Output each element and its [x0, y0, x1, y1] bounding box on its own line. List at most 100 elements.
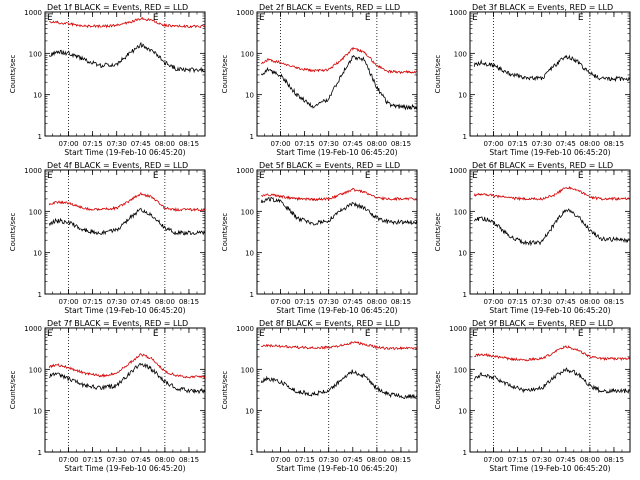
- plot-frame: [469, 11, 631, 137]
- y-tick-label: 10: [458, 250, 467, 258]
- x-axis-label: Start Time (19-Feb-10 06:45:20): [276, 148, 397, 157]
- e-marker-right: E: [153, 171, 159, 181]
- y-tick-label: 1000: [449, 9, 467, 17]
- x-tick-label: 08:15: [604, 298, 624, 306]
- y-tick-label: 100: [241, 366, 254, 374]
- e-marker-right: E: [578, 329, 584, 339]
- series-events-line: [48, 207, 205, 236]
- y-tick-label: 10: [33, 250, 42, 258]
- series-events-line: [260, 54, 417, 111]
- x-tick-label: 07:00: [270, 456, 290, 464]
- series-lld-line: [260, 47, 417, 75]
- x-tick-label: 07:00: [58, 456, 78, 464]
- x-tick-label: 07:45: [131, 456, 151, 464]
- series-lld-line: [260, 341, 417, 351]
- x-tick-label: 07:45: [556, 140, 576, 148]
- e-marker-left: E: [472, 329, 478, 339]
- detector-panel-4: Det 4f BLACK = Events, RED = LLD 1 10 100 10…: [9, 161, 206, 315]
- e-marker-left: E: [47, 171, 53, 181]
- x-tick-label: 08:15: [179, 298, 199, 306]
- x-axis-label: Start Time (19-Feb-10 06:45:20): [276, 306, 397, 315]
- y-tick-label: 100: [241, 208, 254, 216]
- panel-title: Det 9f BLACK = Events, RED = LLD: [472, 319, 613, 328]
- panel-title: Det 8f BLACK = Events, RED = LLD: [259, 319, 400, 328]
- series-lld-line: [49, 17, 205, 29]
- y-tick-label: 1: [463, 291, 467, 299]
- panel-title: Det 5f BLACK = Events, RED = LLD: [259, 161, 400, 170]
- y-tick-label: 100: [454, 208, 467, 216]
- x-axis-label: Start Time (19-Feb-10 06:45:20): [64, 148, 185, 157]
- x-tick-label: 07:00: [483, 456, 503, 464]
- x-tick-label: 07:15: [295, 140, 315, 148]
- e-marker-right: E: [365, 329, 371, 339]
- series-lld-line: [48, 353, 205, 379]
- x-tick-label: 07:45: [131, 298, 151, 306]
- panel-title: Det 2f BLACK = Events, RED = LLD: [259, 3, 400, 12]
- plot-frame: [469, 169, 631, 295]
- detector-panel-2: Det 2f BLACK = Events, RED = LLD 1 10 100 10…: [221, 3, 418, 157]
- e-marker-left: E: [47, 13, 53, 23]
- y-tick-label: 1000: [236, 325, 254, 333]
- y-tick-label: 1: [250, 449, 254, 457]
- y-tick-label: 1: [38, 449, 42, 457]
- x-tick-label: 08:00: [155, 298, 175, 306]
- x-tick-label: 08:15: [604, 140, 624, 148]
- y-tick-label: 1: [38, 291, 42, 299]
- e-marker-left: E: [472, 171, 478, 181]
- x-axis-label: Start Time (19-Feb-10 06:45:20): [489, 464, 610, 473]
- e-marker-right: E: [578, 13, 584, 23]
- x-tick-label: 08:00: [580, 140, 600, 148]
- x-tick-label: 07:15: [295, 456, 315, 464]
- series-lld-line: [48, 192, 205, 212]
- y-axis-label: Counts/sec: [9, 213, 17, 252]
- y-tick-label: 100: [29, 208, 42, 216]
- series-events-line: [260, 196, 417, 226]
- y-tick-label: 1: [463, 449, 467, 457]
- y-axis-label: Counts/sec: [9, 55, 17, 94]
- plot-frame: [256, 169, 418, 295]
- x-tick-label: 07:15: [508, 456, 528, 464]
- detector-panel-6: Det 6f BLACK = Events, RED = LLD 1 10 100 10…: [434, 161, 631, 315]
- panel-title: Det 7f BLACK = Events, RED = LLD: [47, 319, 188, 328]
- x-tick-label: 07:45: [343, 456, 363, 464]
- series-events-line: [473, 54, 630, 83]
- x-tick-label: 07:45: [556, 298, 576, 306]
- x-tick-label: 07:45: [343, 298, 363, 306]
- x-tick-label: 07:45: [343, 140, 363, 148]
- x-tick-label: 07:30: [532, 456, 552, 464]
- x-tick-label: 07:30: [319, 298, 339, 306]
- x-axis-label: Start Time (19-Feb-10 06:45:20): [64, 464, 185, 473]
- series-events-line: [49, 362, 205, 395]
- x-tick-label: 08:15: [391, 456, 411, 464]
- x-tick-label: 08:00: [580, 456, 600, 464]
- y-axis-label: Counts/sec: [221, 55, 229, 94]
- y-tick-label: 1000: [24, 167, 42, 175]
- y-axis-label: Counts/sec: [9, 371, 17, 410]
- series-events-line: [473, 367, 630, 394]
- e-marker-right: E: [365, 13, 371, 23]
- y-tick-label: 1000: [236, 9, 254, 17]
- x-tick-label: 07:45: [131, 140, 151, 148]
- detector-panel-1: Det 1f BLACK = Events, RED = LLD 1 10 100 10…: [9, 3, 206, 157]
- e-marker-left: E: [259, 329, 265, 339]
- y-tick-label: 1: [38, 133, 42, 141]
- y-tick-label: 10: [245, 408, 254, 416]
- detector-panel-9: Det 9f BLACK = Events, RED = LLD 1 10 100 10…: [434, 319, 631, 473]
- x-tick-label: 08:15: [391, 140, 411, 148]
- x-axis-label: Start Time (19-Feb-10 06:45:20): [489, 306, 610, 315]
- y-tick-label: 10: [33, 408, 42, 416]
- x-tick-label: 07:15: [295, 298, 315, 306]
- y-tick-label: 1000: [24, 9, 42, 17]
- y-axis-label: Counts/sec: [221, 213, 229, 252]
- x-tick-label: 07:30: [532, 140, 552, 148]
- series-lld-line: [473, 186, 630, 202]
- y-tick-label: 10: [33, 92, 42, 100]
- y-tick-label: 1000: [24, 325, 42, 333]
- e-marker-left: E: [259, 171, 265, 181]
- plot-frame: [44, 11, 206, 137]
- x-tick-label: 07:00: [483, 298, 503, 306]
- x-tick-label: 08:00: [367, 456, 387, 464]
- x-tick-label: 08:15: [391, 298, 411, 306]
- panel-title: Det 4f BLACK = Events, RED = LLD: [47, 161, 188, 170]
